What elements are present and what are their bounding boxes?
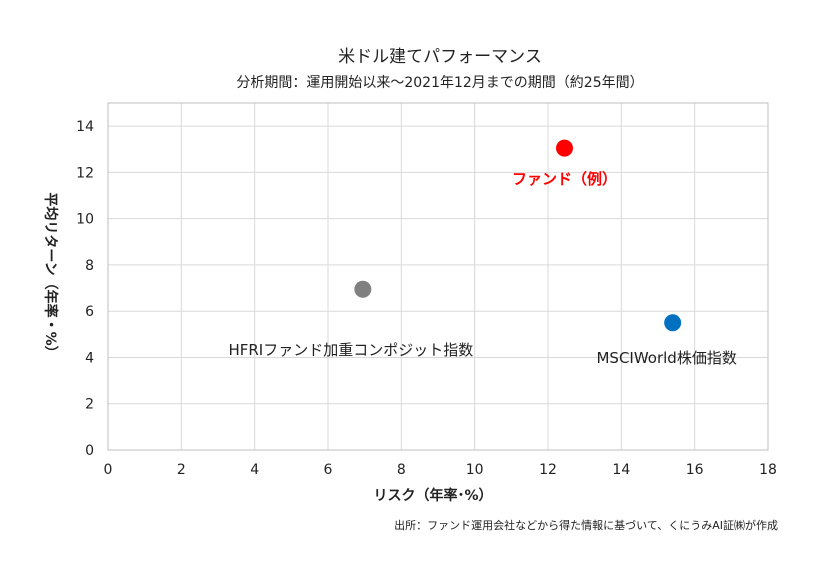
x-axis-ticks: 0 2 4 6 8 10 12 14 16 18 [104, 462, 777, 478]
x-tick-label: 18 [759, 462, 777, 478]
y-tick-label: 8 [85, 258, 94, 274]
x-tick-label: 6 [324, 462, 333, 478]
x-tick-label: 10 [466, 462, 484, 478]
x-tick-label: 16 [686, 462, 704, 478]
x-tick-label: 0 [104, 462, 113, 478]
x-tick-label: 14 [612, 462, 630, 478]
y-tick-label: 10 [76, 212, 94, 228]
y-tick-label: 2 [85, 397, 94, 413]
y-tick-label: 0 [85, 443, 94, 459]
y-tick-label: 4 [85, 350, 94, 366]
y-axis-ticks: 0 2 4 6 8 10 12 14 [76, 119, 94, 459]
data-point [354, 280, 372, 298]
data-points: ファンド（例） HFRIファンド加重コンポジット指数 MSCIWorld株価指数 [228, 139, 737, 367]
x-tick-label: 2 [177, 462, 186, 478]
y-tick-label: 14 [76, 119, 94, 135]
x-tick-label: 4 [250, 462, 259, 478]
y-tick-label: 6 [85, 304, 94, 320]
grid [107, 103, 769, 451]
x-tick-label: 8 [397, 462, 406, 478]
data-point [664, 314, 682, 332]
y-axis-label: 平均リターン（年率・%） [42, 192, 59, 359]
data-point-label: ファンド（例） [512, 170, 617, 188]
y-tick-label: 12 [76, 165, 94, 181]
x-tick-label: 12 [539, 462, 557, 478]
chart-title: 米ドル建てパフォーマンス [338, 47, 542, 67]
plot-area [107, 102, 769, 451]
data-point-label: HFRIファンド加重コンポジット指数 [228, 341, 473, 359]
data-point [556, 139, 573, 157]
chart-subtitle: 分析期間：運用開始以来～2021年12月までの期間（約25年間） [236, 75, 643, 91]
x-axis-label: リスク（年率･%） [373, 487, 492, 504]
source-note: 出所：ファンド運用会社などから得た情報に基づいて、くにうみAI証㈱が作成 [394, 518, 778, 532]
data-point-label: MSCIWorld株価指数 [596, 349, 736, 367]
